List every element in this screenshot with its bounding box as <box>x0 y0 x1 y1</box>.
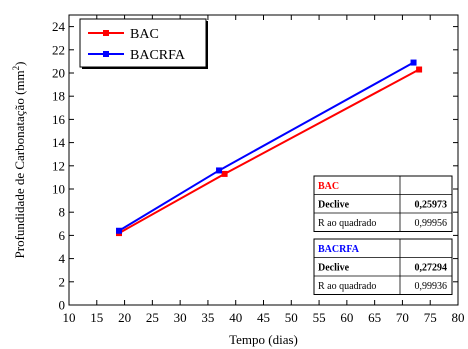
x-tick-label: 40 <box>229 310 242 325</box>
table-frame <box>313 238 453 295</box>
x-tick-label: 10 <box>63 310 76 325</box>
x-tick-label: 55 <box>313 310 326 325</box>
legend-box <box>79 18 207 68</box>
y-tick-label: 8 <box>59 205 66 220</box>
axes-layer: 10 15 20 25 30 35 40 45 50 55 60 65 70 75 800246810121… <box>52 14 465 325</box>
series-point-bacrfa <box>216 167 223 174</box>
y-tick-label: 24 <box>52 19 66 34</box>
x-tick-label: 65 <box>368 310 381 325</box>
table-row-value: 0,25973 <box>415 200 448 211</box>
x-tick-label: 45 <box>257 310 270 325</box>
table-row-value: 0,27294 <box>415 263 448 274</box>
y-tick-label: 14 <box>52 135 66 150</box>
y-tick-label: 0 <box>59 298 66 313</box>
x-axis-title: Tempo (dias) <box>229 332 298 347</box>
y-tick-label: 12 <box>52 158 65 173</box>
table-row-label: Declive <box>318 200 350 211</box>
stats-table-bacrfa: BACRFA Declive 0,27294 R ao quadrado 0,99936 <box>313 238 453 295</box>
table-title: BACRFA <box>318 244 360 255</box>
table-row-label: Declive <box>318 263 350 274</box>
table-row-value: 0,99936 <box>415 281 448 292</box>
legend-label-bac: BAC <box>130 27 159 42</box>
x-tick-label: 15 <box>90 310 103 325</box>
series-point-bac <box>221 170 228 177</box>
table-row-label: R ao quadrado <box>318 218 376 229</box>
y-tick-label: 22 <box>52 42 65 57</box>
y-tick-label: 2 <box>59 274 66 289</box>
y-tick-label: 16 <box>52 112 66 127</box>
series-point-bac <box>416 66 423 73</box>
x-tick-label: 25 <box>146 310 159 325</box>
table-row-value: 0,99956 <box>415 218 448 229</box>
legend-swatch-marker <box>103 30 109 36</box>
legend-label-bacrfa: BACRFA <box>130 48 186 63</box>
x-tick-label: 30 <box>174 310 187 325</box>
x-tick-label: 50 <box>285 310 298 325</box>
series-layer <box>116 59 423 237</box>
y-tick-label: 6 <box>59 228 66 243</box>
table-row-label: R ao quadrado <box>318 281 376 292</box>
x-tick-label: 35 <box>201 310 214 325</box>
y-axis-title-end: ) <box>12 62 27 66</box>
x-tick-label: 20 <box>118 310 131 325</box>
table-title: BAC <box>318 181 339 192</box>
x-tick-label: 70 <box>396 310 409 325</box>
series-point-bacrfa <box>116 227 123 234</box>
y-axis-title-superscript: 2 <box>11 66 21 71</box>
legend-swatch-marker <box>103 51 109 57</box>
y-tick-label: 20 <box>52 66 65 81</box>
y-axis-title: Profundidade de Carbonatação (mm2) <box>11 62 27 259</box>
x-tick-label: 75 <box>424 310 437 325</box>
x-tick-label: 60 <box>340 310 353 325</box>
stats-table-bac: BAC Declive 0,25973 R ao quadrado 0,99956 <box>313 175 453 232</box>
legend: BAC BACRFA <box>79 18 208 69</box>
x-tick-label: 80 <box>452 310 465 325</box>
table-frame <box>313 175 453 232</box>
y-tick-label: 18 <box>52 89 65 104</box>
y-tick-label: 4 <box>59 251 66 266</box>
y-axis-title-main: Profundidade de Carbonatação (mm <box>12 70 27 258</box>
y-tick-label: 10 <box>52 182 65 197</box>
series-point-bacrfa <box>410 59 417 66</box>
